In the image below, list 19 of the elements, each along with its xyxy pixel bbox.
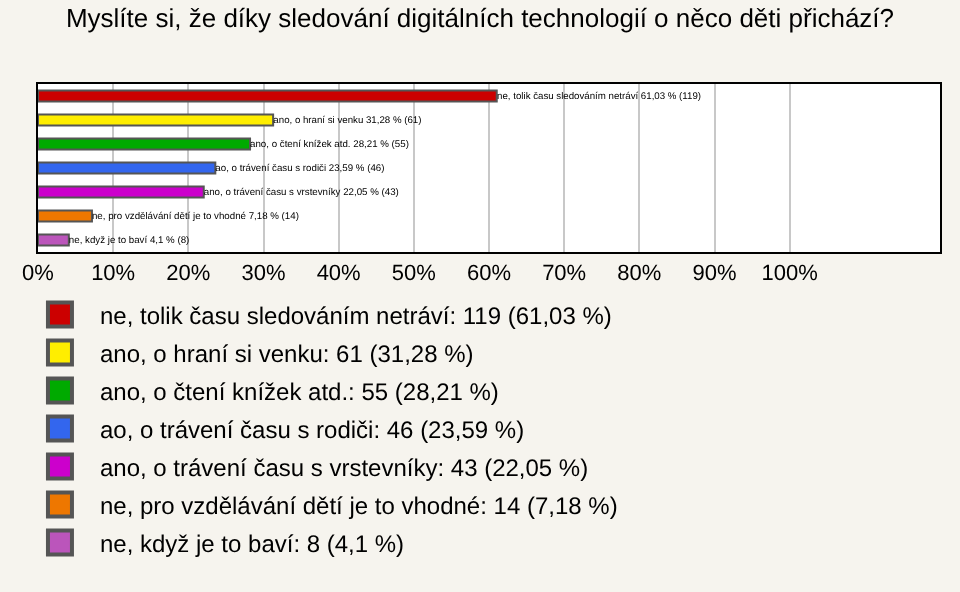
x-tick-label: 40%: [316, 262, 362, 287]
x-tick-label: 20%: [166, 262, 211, 287]
x-tick-label: 30%: [241, 262, 286, 287]
x-tick-label: 60%: [466, 262, 512, 287]
legend-label: ano, o hraní si venku: 61 (31,28 %): [99, 339, 474, 368]
x-tick-label: 70%: [542, 262, 587, 287]
legend-label: ne, tolik času sledováním netráví: 119 (61,03 %): [99, 301, 612, 330]
legend-label: ano, o trávení času s vrstevníky: 43 (22,05 %): [99, 453, 589, 482]
x-tick-label: 50%: [391, 262, 437, 287]
x-tick-label: 90%: [692, 262, 737, 287]
x-tick-label: 100%: [761, 262, 819, 287]
chart-title: Myslíte si, že díky sledování digitálních technologií o něco děti přichází?: [65, 3, 895, 34]
legend-label: ano, o čtení knížek atd.: 55 (28,21 %): [99, 377, 499, 406]
legend-label: ao, o trávení času s rodiči: 46 (23,59 %): [99, 415, 525, 444]
x-tick-label: 10%: [91, 262, 136, 287]
x-tick-label: 80%: [617, 262, 662, 287]
x-tick-label: 0%: [22, 262, 55, 287]
legend-label: ne, když je to baví: 8 (4,1 %): [99, 529, 405, 558]
legend-label: ne, pro vzdělávání dětí je to vhodné: 14 (7,18 %): [99, 491, 618, 520]
